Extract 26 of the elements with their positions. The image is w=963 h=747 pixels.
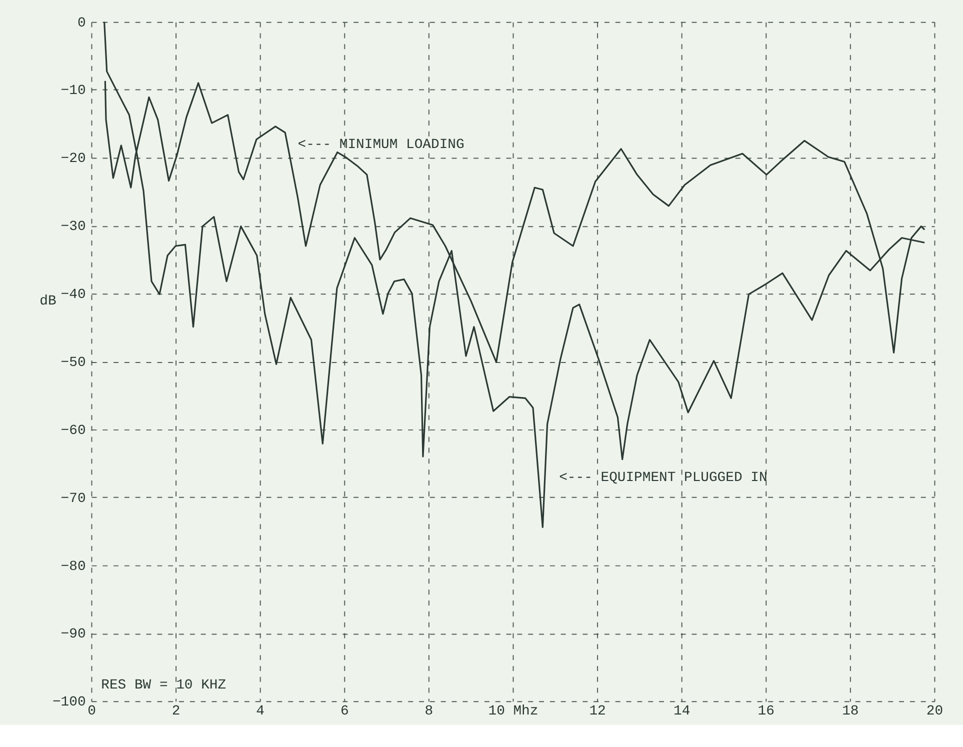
y-tick-label: −40 <box>60 287 86 304</box>
y-tick-label: −50 <box>60 354 86 371</box>
y-tick-label: −60 <box>60 422 86 439</box>
x-tick-label: 4 <box>256 704 264 720</box>
annotation: <--- EQUIPMENT PLUGGED IN <box>559 470 768 486</box>
y-tick-label: 0 <box>77 15 86 32</box>
x-tick-label: 20 <box>926 704 944 720</box>
y-axis-title: dB <box>40 293 56 310</box>
y-tick-label: −30 <box>60 219 86 236</box>
x-tick-label: 16 <box>758 704 774 720</box>
x-tick-label: 10 Mhz <box>488 704 538 720</box>
x-tick-label: 8 <box>424 704 434 720</box>
y-tick-label: −80 <box>60 558 86 575</box>
y-tick-label: −20 <box>60 151 86 168</box>
x-tick-label: 6 <box>340 704 349 720</box>
y-tick-label: −10 <box>60 83 86 100</box>
x-tick-label: 0 <box>88 704 96 720</box>
x-tick-label: 14 <box>674 704 690 720</box>
y-tick-label: −100 <box>52 694 86 711</box>
y-tick-label: −90 <box>60 626 86 643</box>
annotation: <--- MINIMUM LOADING <box>298 136 464 153</box>
y-tick-label: −70 <box>60 490 86 507</box>
x-tick-label: 18 <box>842 704 859 720</box>
annotation: RES BW = 10 KHZ <box>101 677 226 694</box>
x-tick-label: 12 <box>589 704 606 720</box>
x-tick-label: 2 <box>172 704 180 720</box>
